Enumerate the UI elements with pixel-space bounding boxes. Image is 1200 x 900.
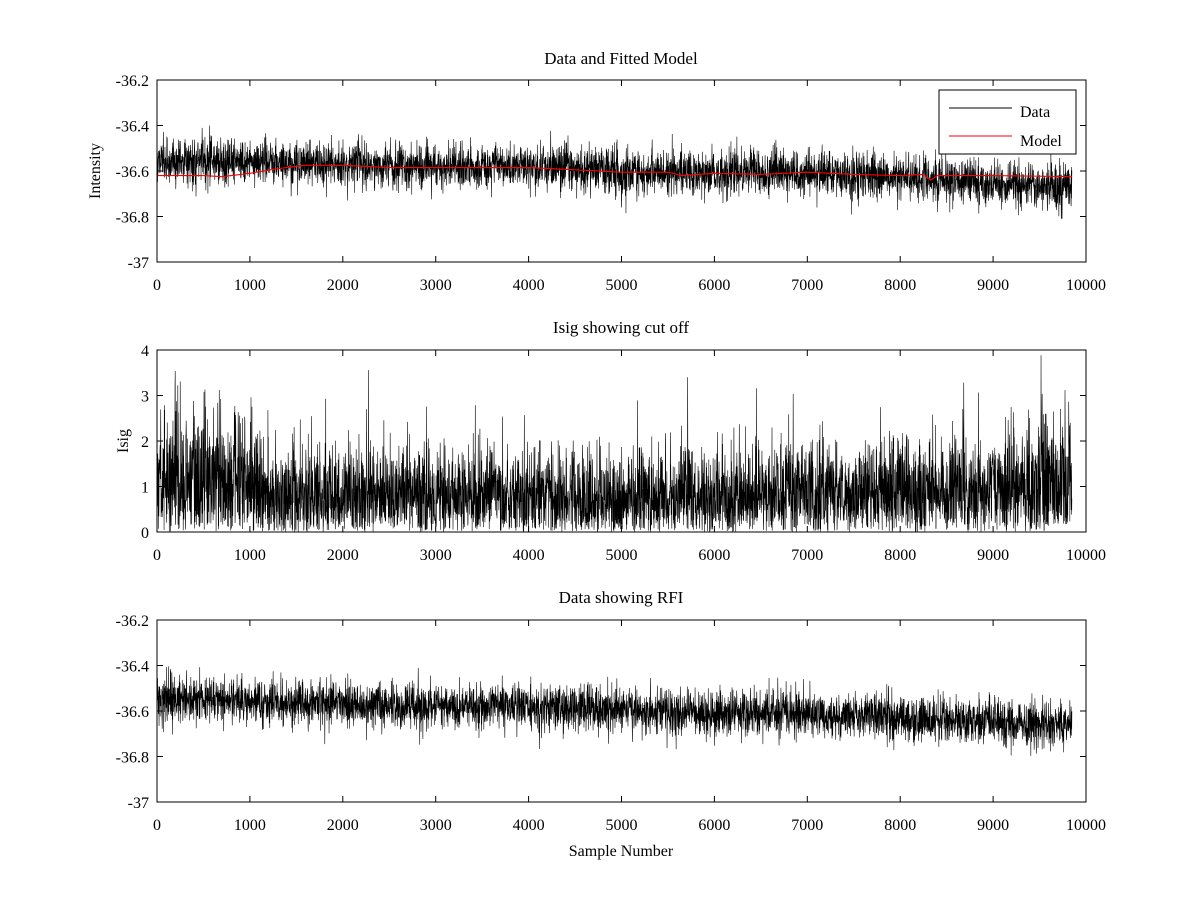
y-tick-label: 3 [141, 389, 149, 406]
y-tick-label: -36.6 [116, 704, 149, 721]
legend-box [938, 89, 1077, 155]
y-tick-label: -36.8 [116, 750, 149, 767]
x-tick-label: 2000 [327, 277, 359, 294]
x-tick-label: 4000 [513, 817, 545, 834]
x-tick-label: 8000 [884, 817, 916, 834]
x-tick-label: 1000 [234, 277, 266, 294]
x-tick-label: 7000 [791, 277, 823, 294]
x-tick-label: 3000 [420, 817, 452, 834]
x-tick-label: 8000 [884, 547, 916, 564]
x-tick-label: 0 [153, 817, 161, 834]
series-line-isig [157, 355, 1073, 532]
x-tick-label: 10000 [1066, 817, 1106, 834]
x-tick-label: 9000 [977, 817, 1009, 834]
y-tick-label: -37 [128, 255, 149, 272]
x-tick-label: 1000 [234, 817, 266, 834]
x-tick-label: 7000 [791, 547, 823, 564]
x-tick-label: 5000 [606, 277, 638, 294]
x-tick-label: 6000 [698, 547, 730, 564]
y-axis-label: Isig [115, 429, 132, 453]
x-tick-label: 6000 [698, 817, 730, 834]
series-line-data [157, 125, 1073, 219]
x-tick-label: 7000 [791, 817, 823, 834]
x-tick-label: 2000 [327, 817, 359, 834]
subplot-data-and-fitted-model: Data and Fitted Model Intensity 0 1000 200… [87, 49, 1106, 294]
x-tick-label: 9000 [977, 547, 1009, 564]
y-tick-label: 1 [141, 480, 149, 497]
subplot-data-showing-rfi: Data showing RFI 0 1000 2000 3000 4000 5000 60… [116, 588, 1106, 860]
legend-entry-model: Model [1020, 133, 1062, 150]
subplot-isig-cut-off: Isig showing cut off Isig 0 1000 2000 3000 4… [115, 318, 1106, 564]
plot-area: 0 1000 2000 3000 4000 5000 6000 7000 8000 9000 100… [141, 343, 1106, 564]
legend: Data Model [938, 89, 1077, 155]
x-axis-label: Sample Number [569, 843, 674, 860]
y-tick-label: 0 [141, 525, 149, 542]
x-tick-label: 1000 [234, 547, 266, 564]
x-tick-label: 6000 [698, 277, 730, 294]
series-layer [157, 125, 1073, 219]
ticks-layer: 0 1000 2000 3000 4000 5000 6000 7000 8000 9000 100… [116, 613, 1106, 834]
y-tick-label: -36.4 [116, 659, 149, 676]
x-tick-label: 4000 [513, 277, 545, 294]
x-tick-label: 5000 [606, 547, 638, 564]
x-tick-label: 0 [153, 547, 161, 564]
x-tick-label: 3000 [420, 547, 452, 564]
legend-entry-data: Data [1020, 104, 1050, 121]
y-tick-label: -36.4 [116, 119, 149, 136]
series-line-model [157, 164, 1073, 181]
y-tick-label: 4 [141, 343, 149, 360]
plot-area: 0 1000 2000 3000 4000 5000 6000 7000 8000 9000 100… [116, 73, 1106, 294]
series-layer [157, 355, 1073, 532]
x-tick-label: 3000 [420, 277, 452, 294]
plot-title: Data and Fitted Model [544, 49, 698, 68]
y-tick-label: -36.8 [116, 210, 149, 227]
series-layer [157, 666, 1073, 756]
plot-title: Isig showing cut off [553, 318, 689, 337]
x-tick-label: 5000 [606, 817, 638, 834]
y-axis-label: Intensity [87, 143, 104, 199]
x-tick-label: 0 [153, 277, 161, 294]
x-tick-label: 10000 [1066, 277, 1106, 294]
x-tick-label: 10000 [1066, 547, 1106, 564]
y-tick-label: -36.2 [116, 73, 149, 90]
x-tick-label: 2000 [327, 547, 359, 564]
series-line-data [157, 666, 1073, 756]
x-tick-label: 4000 [513, 547, 545, 564]
plot-area: 0 1000 2000 3000 4000 5000 6000 7000 8000 9000 100… [116, 613, 1106, 834]
y-tick-label: -37 [128, 795, 149, 812]
y-tick-label: 2 [141, 434, 149, 451]
y-tick-label: -36.2 [116, 613, 149, 630]
ticks-layer: 0 1000 2000 3000 4000 5000 6000 7000 8000 9000 100… [116, 73, 1106, 294]
plot-title: Data showing RFI [559, 588, 684, 607]
x-tick-label: 8000 [884, 277, 916, 294]
x-tick-label: 9000 [977, 277, 1009, 294]
y-tick-label: -36.6 [116, 164, 149, 181]
ticks-layer: 0 1000 2000 3000 4000 5000 6000 7000 8000 9000 100… [141, 343, 1106, 564]
